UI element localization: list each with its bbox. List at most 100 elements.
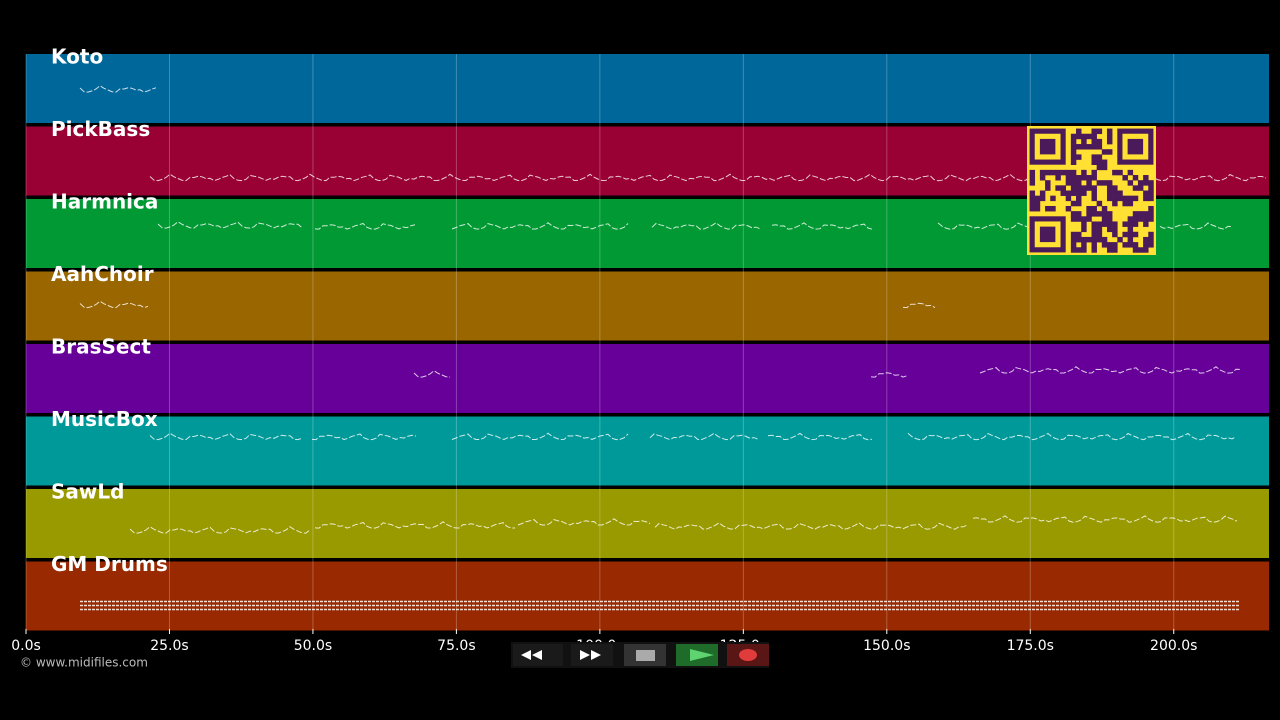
qr-module (1148, 242, 1154, 248)
stop-button[interactable] (624, 644, 666, 666)
note-trace (902, 302, 936, 309)
track-name: GM Drums (51, 552, 168, 576)
qr-module (1106, 180, 1113, 186)
fast-forward-button[interactable] (571, 644, 613, 666)
qr-module (1070, 242, 1077, 248)
qr-module (1091, 144, 1097, 150)
qr-module (1065, 175, 1072, 181)
qr-module (1148, 216, 1154, 222)
qr-module (1070, 154, 1077, 160)
note-trace (413, 370, 451, 378)
qr-module (1106, 133, 1113, 140)
qr-module (1070, 169, 1077, 176)
qr-module (1050, 169, 1056, 176)
qr-module (1132, 231, 1139, 238)
qr-module (1106, 242, 1113, 248)
qr-module (1127, 226, 1134, 233)
qr-module (1096, 138, 1103, 145)
qr-module (1096, 180, 1103, 186)
qr-module (1070, 236, 1077, 243)
tick-label: 175.0s (1007, 638, 1054, 654)
qr-module (1091, 247, 1097, 253)
note-trace (767, 432, 873, 441)
qr-module (1148, 190, 1154, 196)
qr-module (1127, 242, 1134, 248)
qr-module (1122, 195, 1128, 202)
qr-module (1091, 175, 1097, 181)
qr-module (1101, 236, 1108, 243)
qr-module (1112, 190, 1118, 196)
qr-module (1076, 175, 1082, 181)
qr-module (1106, 128, 1113, 135)
qr-module (1091, 159, 1097, 165)
qr-module (1132, 247, 1139, 253)
qr-module (1081, 185, 1087, 191)
qr-module (1034, 195, 1041, 202)
qr-module (1086, 185, 1092, 191)
qr-module (1029, 205, 1036, 212)
qr-module (1081, 236, 1087, 243)
qr-module (1148, 180, 1154, 186)
track-name: AahChoir (51, 262, 154, 286)
qr-module (1101, 180, 1108, 186)
qr-module (1112, 231, 1118, 238)
qr-module (1122, 175, 1128, 181)
qr-module (1112, 226, 1118, 233)
qr-module (1039, 175, 1046, 181)
track-labels: Koto PickBass Harmnica AahChoir BrasSect Musi… (51, 45, 168, 577)
qr-module (1076, 236, 1082, 243)
qr-module (1096, 159, 1103, 165)
qr-module (1039, 195, 1046, 202)
note-trace (517, 518, 651, 526)
qr-module (1106, 190, 1113, 196)
qr-module (1070, 175, 1077, 181)
tick-label: 200.0s (1150, 638, 1197, 654)
qr-module (1070, 200, 1077, 207)
track-band (26, 561, 1269, 631)
qr-module (1096, 144, 1103, 150)
qr-module (1091, 236, 1097, 243)
qr-module (1045, 180, 1051, 186)
qr-module (1106, 247, 1113, 253)
qr-module (1076, 211, 1082, 217)
qr-module (1096, 164, 1103, 171)
track-band (26, 54, 1269, 123)
qr-module (1137, 216, 1144, 222)
qr-module (1055, 185, 1061, 191)
qr-module (1065, 169, 1072, 176)
rewind-button[interactable] (513, 644, 563, 666)
qr-module (1029, 190, 1036, 196)
qr-module (1148, 231, 1154, 238)
qr-module (1112, 195, 1118, 202)
qr-module (1081, 144, 1087, 150)
qr-module (1081, 247, 1087, 253)
qr-module (1132, 221, 1139, 227)
qr-module (1096, 226, 1103, 233)
qr-module (1055, 169, 1061, 176)
note-trace (1159, 222, 1233, 230)
qr-module (1106, 185, 1113, 191)
qr-module (1096, 200, 1103, 207)
qr-module (1148, 185, 1154, 191)
note-trace (451, 222, 629, 230)
qr-module (1055, 175, 1061, 181)
track-name: Koto (51, 45, 103, 69)
qr-module (1060, 185, 1066, 191)
note-trace (771, 222, 873, 230)
qr-module (1106, 149, 1113, 155)
qr-module (1081, 169, 1087, 176)
qr-module (1070, 138, 1077, 145)
qr-module (1091, 231, 1097, 238)
note-trace (129, 526, 311, 534)
qr-module (1039, 169, 1046, 176)
qr-module (1050, 195, 1056, 202)
qr-module (1050, 205, 1056, 212)
transport-controls (511, 642, 769, 668)
qr-module (1034, 200, 1041, 207)
record-button[interactable] (727, 644, 769, 666)
qr-module (1076, 133, 1082, 140)
notes (79, 85, 1267, 611)
play-button[interactable] (676, 644, 718, 666)
qr-module (1081, 242, 1087, 248)
